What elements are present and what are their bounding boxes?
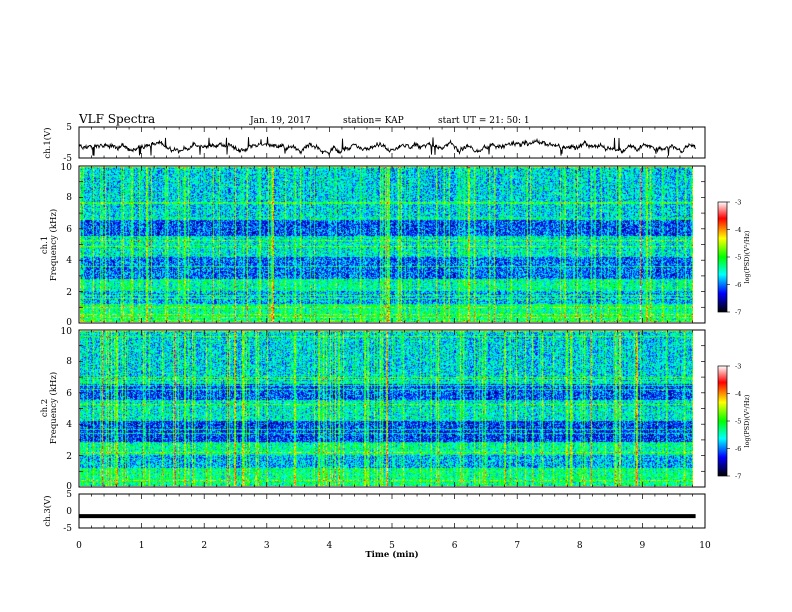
ch2-spectrogram-ylabel-1: ch.2 (40, 399, 50, 417)
ch1-ytick-0: 0 (66, 318, 72, 328)
ch1-waveform-panel: 5 -5 ch.1(V) (42, 123, 706, 164)
ch1-colorbar-tick--7: -7 (735, 309, 741, 317)
header-date: Jan. 19, 2017 (249, 116, 311, 126)
x-tick-label-2: 2 (201, 541, 207, 551)
x-tick-label-5: 5 (389, 541, 395, 551)
x-tick-label-0: 0 (76, 541, 82, 551)
ch1-spectrogram-ylabel-2: Frequency (kHz) (48, 209, 59, 281)
ch1-waveform-frame (78, 126, 706, 159)
ch2-colorbar-tick--3: -3 (735, 363, 741, 371)
ch1-ytick-5: 5 (66, 123, 72, 133)
ch2-colorbar-tick--4: -4 (735, 390, 741, 398)
ch1-spectrogram-image (80, 167, 693, 322)
ch2-colorbar: -3 -4 -5 -6 -7 log(PSD)(V²/Hz) (717, 363, 751, 481)
ch2-spectrogram-ylabel-2: Frequency (kHz) (48, 372, 59, 444)
ch1-spectrogram-ylabel-1: ch.1 (40, 236, 50, 254)
ch1-ytick-minus5: -5 (63, 154, 72, 164)
ch2-spectrogram-panel: 0 2 4 6 8 10 ch.2 Frequency (kHz) (40, 327, 706, 492)
x-tick-label-6: 6 (452, 541, 458, 551)
ch2-ytick-8: 8 (66, 357, 72, 367)
ch2-ytick-2: 2 (66, 452, 72, 462)
ch2-colorbar-ticks: -3 -4 -5 -6 -7 (727, 363, 741, 481)
ch1-colorbar-tick--6: -6 (735, 281, 741, 289)
ch1-ytick-10: 10 (61, 163, 73, 173)
ch2-spectrogram-ticks (78, 329, 706, 488)
ch1-waveform-ticks (78, 127, 706, 158)
ch1-colorbar: -3 -4 -5 -6 -7 log(PSD)(V²/Hz) (717, 199, 751, 317)
ch3-waveform-panel: 5 0 -5 ch.3(V) (42, 490, 706, 534)
ch1-colorbar-ticks: -3 -4 -5 -6 -7 (727, 199, 741, 317)
x-axis-tick-labels: 0 1 2 3 4 5 6 7 8 9 10 (76, 541, 711, 551)
ch1-colorbar-label: log(PSD)(V²/Hz) (743, 230, 751, 283)
x-tick-label-8: 8 (577, 541, 583, 551)
ch1-ytick-8: 8 (66, 193, 72, 203)
x-tick-label-9: 9 (640, 541, 646, 551)
ch1-waveform-trace (78, 136, 696, 157)
x-tick-label-4: 4 (327, 541, 333, 551)
ch2-spectrogram-image (80, 331, 693, 486)
ch2-ytick-6: 6 (66, 389, 72, 399)
ch1-spectrogram-ticks (78, 165, 706, 324)
ch2-ytick-4: 4 (66, 420, 72, 430)
ch2-colorbar-tick--5: -5 (735, 418, 741, 426)
ch3-waveform-ylabel: ch.3(V) (42, 495, 53, 526)
ch3-ytick-5: 5 (66, 490, 72, 500)
x-tick-label-10: 10 (699, 541, 711, 551)
ch1-ytick-4: 4 (66, 256, 72, 266)
ch1-colorbar-bar (717, 201, 728, 313)
figure-title: VLF Spectra (78, 112, 155, 126)
x-tick-label-1: 1 (139, 541, 145, 551)
ch3-ytick-minus5: -5 (63, 524, 72, 534)
ch1-waveform-ylabel: ch.1(V) (42, 127, 53, 158)
x-tick-label-3: 3 (264, 541, 270, 551)
ch3-ytick-0: 0 (66, 507, 72, 517)
ch1-ytick-6: 6 (66, 225, 72, 235)
ch1-ytick-2: 2 (66, 288, 72, 298)
ch1-colorbar-tick--4: -4 (735, 226, 741, 234)
ch2-colorbar-label: log(PSD)(V²/Hz) (743, 394, 751, 447)
ch2-ytick-0: 0 (66, 482, 72, 492)
ch1-spectrogram-panel: 0 2 4 6 8 10 ch.1 Frequency (kHz) (40, 163, 706, 328)
ch2-ytick-10: 10 (61, 327, 73, 337)
ch2-colorbar-tick--6: -6 (735, 445, 741, 453)
header-start-time: start UT = 21: 50: 1 (438, 116, 530, 126)
ch2-colorbar-tick--7: -7 (735, 473, 741, 481)
ch2-colorbar-bar (717, 365, 728, 477)
x-tick-label-7: 7 (514, 541, 520, 551)
ch1-colorbar-tick--3: -3 (735, 199, 741, 207)
ch3-waveform-ticks (78, 494, 706, 528)
x-axis-label: Time (min) (365, 549, 418, 560)
ch1-colorbar-tick--5: -5 (735, 254, 741, 262)
header-station: station= KAP (343, 116, 404, 126)
ch3-waveform-frame (78, 493, 706, 529)
